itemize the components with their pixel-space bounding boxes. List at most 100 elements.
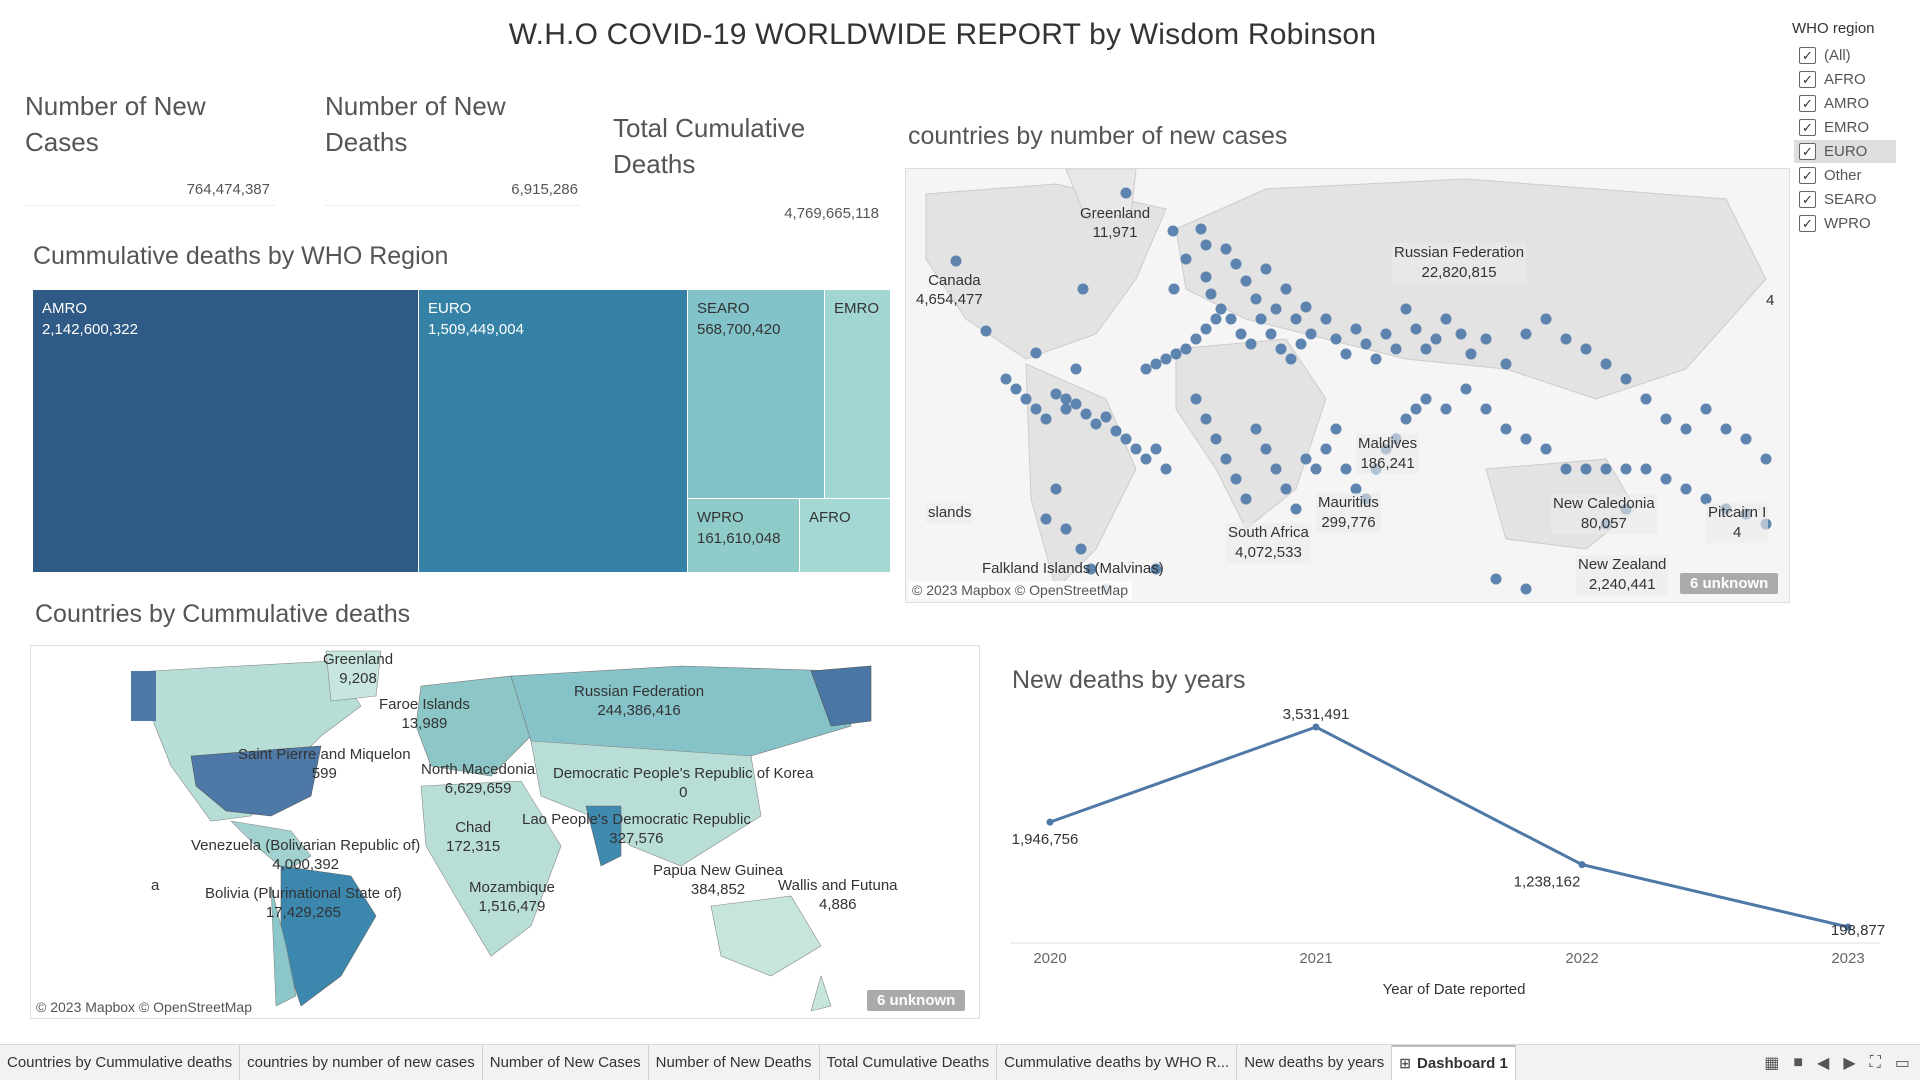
country-dot[interactable] <box>1440 403 1452 415</box>
country-dot[interactable] <box>1100 411 1112 423</box>
filter-option-afro[interactable]: ✓ AFRO <box>1794 68 1896 91</box>
sheet-tab[interactable]: ⊞ Dashboard 1 <box>1392 1044 1516 1080</box>
sheet-tab[interactable]: Countries by Cummulative deaths <box>0 1044 241 1080</box>
country-dot[interactable] <box>1260 263 1272 275</box>
country-dot[interactable] <box>1030 403 1042 415</box>
country-dot[interactable] <box>1420 393 1432 405</box>
country-dot[interactable] <box>1680 423 1692 435</box>
country-dot[interactable] <box>1390 343 1402 355</box>
filter-option-euro[interactable]: ✓ EURO <box>1794 140 1896 163</box>
country-dot[interactable] <box>1010 383 1022 395</box>
country-dot[interactable] <box>1040 513 1052 525</box>
country-dot[interactable] <box>1420 343 1432 355</box>
country-dot[interactable] <box>1310 463 1322 475</box>
country-dot[interactable] <box>1540 313 1552 325</box>
country-dot[interactable] <box>1240 275 1252 287</box>
country-dot[interactable] <box>1340 348 1352 360</box>
deaths-map[interactable]: Greenland 9,208 Faroe Islands 13,989 Russi… <box>30 645 980 1019</box>
next-sheet-icon[interactable]: ▶ <box>1843 1054 1856 1072</box>
country-dot[interactable] <box>1140 453 1152 465</box>
checkbox-icon[interactable]: ✓ <box>1799 215 1816 232</box>
country-dot[interactable] <box>1520 328 1532 340</box>
unknown-indicator[interactable]: 6 unknown <box>867 990 966 1011</box>
treemap-cell-wpro[interactable]: WPRO 161,610,048 <box>688 499 799 572</box>
country-dot[interactable] <box>1225 313 1237 325</box>
country-dot[interactable] <box>1305 328 1317 340</box>
country-dot[interactable] <box>1168 283 1180 295</box>
country-dot[interactable] <box>1340 463 1352 475</box>
filter-option-other[interactable]: ✓ Other <box>1794 164 1896 187</box>
checkbox-icon[interactable]: ✓ <box>1799 143 1816 160</box>
country-dot[interactable] <box>1245 338 1257 350</box>
country-dot[interactable] <box>1280 283 1292 295</box>
country-dot[interactable] <box>1640 393 1652 405</box>
kpi-new-cases-value[interactable]: 764,474,387 <box>186 181 270 198</box>
checkbox-icon[interactable]: ✓ <box>1799 119 1816 136</box>
country-dot[interactable] <box>1200 323 1212 335</box>
line-chart[interactable]: 1,946,756 2020 3,531,491 2021 1,238,162 2022 1… <box>1005 705 1885 1005</box>
country-dot[interactable] <box>1300 453 1312 465</box>
data-point[interactable] <box>1046 818 1054 826</box>
country-dot[interactable] <box>1200 413 1212 425</box>
country-dot[interactable] <box>1720 423 1732 435</box>
prev-sheet-icon[interactable]: ◀ <box>1817 1054 1830 1072</box>
country-dot[interactable] <box>1265 328 1277 340</box>
sheet-tab[interactable]: Number of New Deaths <box>649 1044 820 1080</box>
country-dot[interactable] <box>1660 413 1672 425</box>
country-dot[interactable] <box>1460 383 1472 395</box>
country-dot[interactable] <box>1150 443 1162 455</box>
country-dot[interactable] <box>1150 358 1162 370</box>
country-dot[interactable] <box>1560 463 1572 475</box>
country-dot[interactable] <box>1085 563 1097 575</box>
country-dot[interactable] <box>1270 463 1282 475</box>
country-dot[interactable] <box>1540 443 1552 455</box>
country-dot[interactable] <box>1170 348 1182 360</box>
treemap-cell-afro[interactable]: AFRO <box>800 499 890 572</box>
country-dot[interactable] <box>1220 243 1232 255</box>
treemap-cell-amro[interactable]: AMRO 2,142,600,322 <box>33 290 418 572</box>
country-dot[interactable] <box>1430 333 1442 345</box>
fullscreen-icon[interactable]: ⛶ <box>1869 1053 1881 1071</box>
country-dot[interactable] <box>1600 358 1612 370</box>
treemap-cell-emro[interactable]: EMRO <box>825 290 890 498</box>
country-dot[interactable] <box>1440 313 1452 325</box>
filter-option-searo[interactable]: ✓ SEARO <box>1794 188 1896 211</box>
country-dot[interactable] <box>1520 433 1532 445</box>
sheet-tab[interactable]: countries by number of new cases <box>240 1044 483 1080</box>
sheet-tab[interactable]: New deaths by years <box>1237 1044 1393 1080</box>
country-dot[interactable] <box>1070 398 1082 410</box>
country-dot[interactable] <box>950 255 962 267</box>
country-dot[interactable] <box>1760 453 1772 465</box>
country-dot[interactable] <box>1380 328 1392 340</box>
country-dot[interactable] <box>1235 328 1247 340</box>
country-dot[interactable] <box>1295 338 1307 350</box>
country-dot[interactable] <box>1290 503 1302 515</box>
data-point[interactable] <box>1578 861 1586 869</box>
country-dot[interactable] <box>1030 347 1042 359</box>
unknown-indicator[interactable]: 6 unknown <box>1680 573 1779 594</box>
checkbox-icon[interactable]: ✓ <box>1799 191 1816 208</box>
country-dot[interactable] <box>1077 283 1089 295</box>
country-dot[interactable] <box>1480 333 1492 345</box>
country-dot[interactable] <box>1120 187 1132 199</box>
country-dot[interactable] <box>1680 483 1692 495</box>
country-dot[interactable] <box>1220 453 1232 465</box>
country-dot[interactable] <box>1520 583 1532 595</box>
country-dot[interactable] <box>1410 323 1422 335</box>
checkbox-icon[interactable]: ✓ <box>1799 95 1816 112</box>
country-dot[interactable] <box>1060 403 1072 415</box>
country-dot[interactable] <box>1320 313 1332 325</box>
treemap-cell-searo[interactable]: SEARO 568,700,420 <box>688 290 824 498</box>
sheet-tab[interactable]: Total Cumulative Deaths <box>820 1044 998 1080</box>
filmstrip-icon[interactable]: ■ <box>1793 1053 1804 1071</box>
country-dot[interactable] <box>1560 333 1572 345</box>
country-dot[interactable] <box>1190 393 1202 405</box>
country-dot[interactable] <box>1600 463 1612 475</box>
country-dot[interactable] <box>1230 473 1242 485</box>
country-dot[interactable] <box>1090 418 1102 430</box>
country-dot[interactable] <box>1660 473 1672 485</box>
country-dot[interactable] <box>1350 483 1362 495</box>
country-dot[interactable] <box>1205 288 1217 300</box>
country-dot[interactable] <box>1410 403 1422 415</box>
country-dot[interactable] <box>1120 433 1132 445</box>
